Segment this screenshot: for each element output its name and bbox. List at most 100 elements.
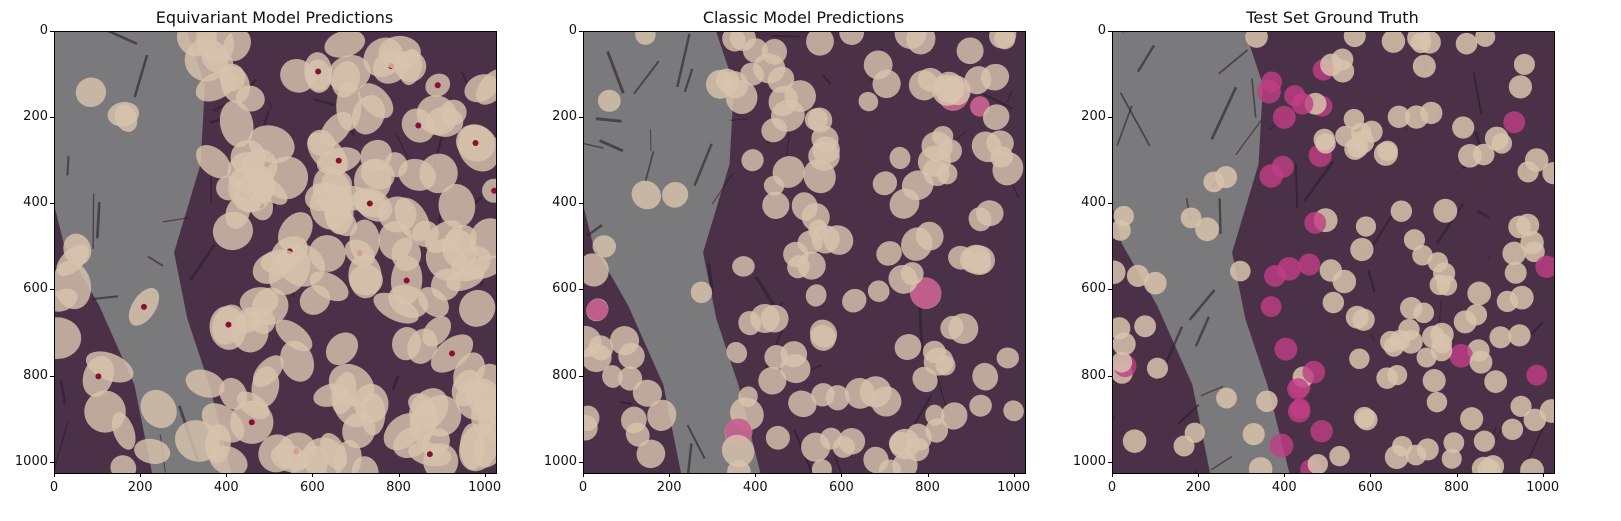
y-tick-label: 1000 [1072, 453, 1106, 469]
x-tick-label: 1000 [468, 480, 502, 495]
fiber-streak [595, 117, 622, 123]
x-tick-label: 200 [127, 480, 153, 495]
y-tick-mark [1108, 375, 1112, 377]
gt-nucleus-highlight [1302, 360, 1326, 384]
predicted-nucleus [212, 211, 253, 251]
predicted-nucleus [584, 253, 609, 287]
predicted-nucleus [342, 412, 376, 449]
y-tick-label: 0 [1097, 23, 1106, 38]
gt-nucleus [1467, 281, 1492, 306]
gt-nucleus [1410, 32, 1432, 54]
fiber-streak [711, 172, 734, 205]
predicted-nucleus [270, 444, 308, 473]
prediction-dot [426, 451, 433, 458]
predicted-highlight [586, 298, 609, 321]
predicted-nucleus [726, 341, 748, 364]
gt-nucleus-highlight [1310, 419, 1333, 443]
gt-nucleus [1412, 244, 1433, 266]
gt-nucleus [1420, 101, 1443, 125]
fiber-streak [1367, 269, 1376, 293]
predicted-nucleus [690, 281, 713, 304]
predicted-nucleus [721, 434, 755, 468]
predicted-nucleus [982, 104, 1010, 130]
predicted-nucleus [219, 100, 254, 148]
fiber-streak [1188, 289, 1216, 321]
predicted-nucleus [1003, 400, 1024, 422]
fiber-streak [147, 255, 164, 267]
fiber-streak [1116, 105, 1133, 146]
fiber-streak [163, 217, 190, 223]
fiber-streak [1303, 160, 1335, 202]
predicted-nucleus [84, 390, 126, 433]
predicted-nucleus [324, 32, 366, 58]
predicted-nucleus [948, 245, 974, 270]
predicted-nucleus [602, 365, 623, 388]
predicted-nucleus [107, 101, 140, 127]
gt-nucleus [1384, 445, 1409, 470]
y-tick-mark [1108, 289, 1112, 291]
predicted-nucleus [715, 68, 740, 93]
predicted-nucleus [732, 256, 755, 277]
y-tick-label: 1000 [14, 453, 48, 469]
fiber-streak [1200, 385, 1224, 397]
fiber-streak [1235, 120, 1262, 156]
gt-nucleus [1347, 136, 1369, 158]
fiber-streak [1210, 86, 1238, 141]
gt-nucleus [1484, 370, 1508, 393]
predicted-highlight [910, 277, 942, 309]
y-tick-mark [579, 461, 583, 463]
gt-nucleus [1508, 75, 1533, 99]
y-tick-mark [50, 461, 54, 463]
fiber-streak [633, 60, 660, 95]
fiber-streak [644, 151, 655, 182]
predicted-nucleus [894, 334, 922, 361]
predicted-nucleus [373, 292, 419, 324]
predicted-nucleus [740, 62, 765, 86]
gt-nucleus [1412, 54, 1436, 78]
x-tick-mark [140, 473, 142, 477]
predicted-nucleus [971, 252, 992, 274]
x-tick-mark [841, 473, 843, 477]
predicted-nucleus [631, 180, 661, 210]
predicted-nucleus [307, 129, 335, 157]
gt-nucleus [1496, 290, 1519, 313]
predicted-nucleus [592, 235, 616, 258]
predicted-nucleus [220, 65, 251, 104]
predicted-nucleus [842, 288, 867, 313]
predicted-nucleus [360, 158, 395, 190]
fiber-streak [821, 74, 832, 85]
predicted-nucleus [309, 271, 349, 302]
y-tick-mark [50, 31, 54, 32]
predicted-nucleus [610, 326, 640, 356]
x-tick-mark [669, 473, 671, 477]
fiber-streak [687, 443, 693, 473]
predicted-nucleus [803, 159, 836, 194]
gt-nucleus [1216, 387, 1237, 409]
predicted-nucleus [392, 327, 421, 361]
y-tick-label: 200 [1081, 109, 1106, 125]
gt-nucleus [1539, 399, 1554, 423]
gt-nucleus [1134, 315, 1157, 338]
predicted-nucleus [196, 145, 232, 179]
predicted-nucleus [597, 89, 621, 112]
prediction-dot [415, 122, 422, 129]
panel-title: Test Set Ground Truth [1246, 8, 1419, 27]
predicted-nucleus [811, 383, 835, 407]
predicted-nucleus [741, 149, 764, 172]
predicted-nucleus [742, 38, 768, 63]
fiber-streak [59, 379, 66, 404]
predicted-nucleus [251, 366, 280, 408]
predicted-nucleus [618, 366, 643, 391]
gt-nucleus [1390, 200, 1413, 222]
predicted-nucleus [636, 439, 666, 469]
gt-nucleus [1430, 339, 1453, 362]
x-tick-label: 0 [1107, 480, 1117, 495]
gt-nucleus [1381, 32, 1406, 53]
y-tick-mark [579, 31, 583, 32]
y-tick-mark [579, 375, 583, 377]
gt-nucleus [1516, 213, 1540, 237]
fiber-streak [730, 118, 748, 121]
predicted-nucleus [936, 163, 958, 185]
x-tick-label: 400 [1271, 480, 1297, 495]
gt-nucleus [1345, 305, 1369, 329]
